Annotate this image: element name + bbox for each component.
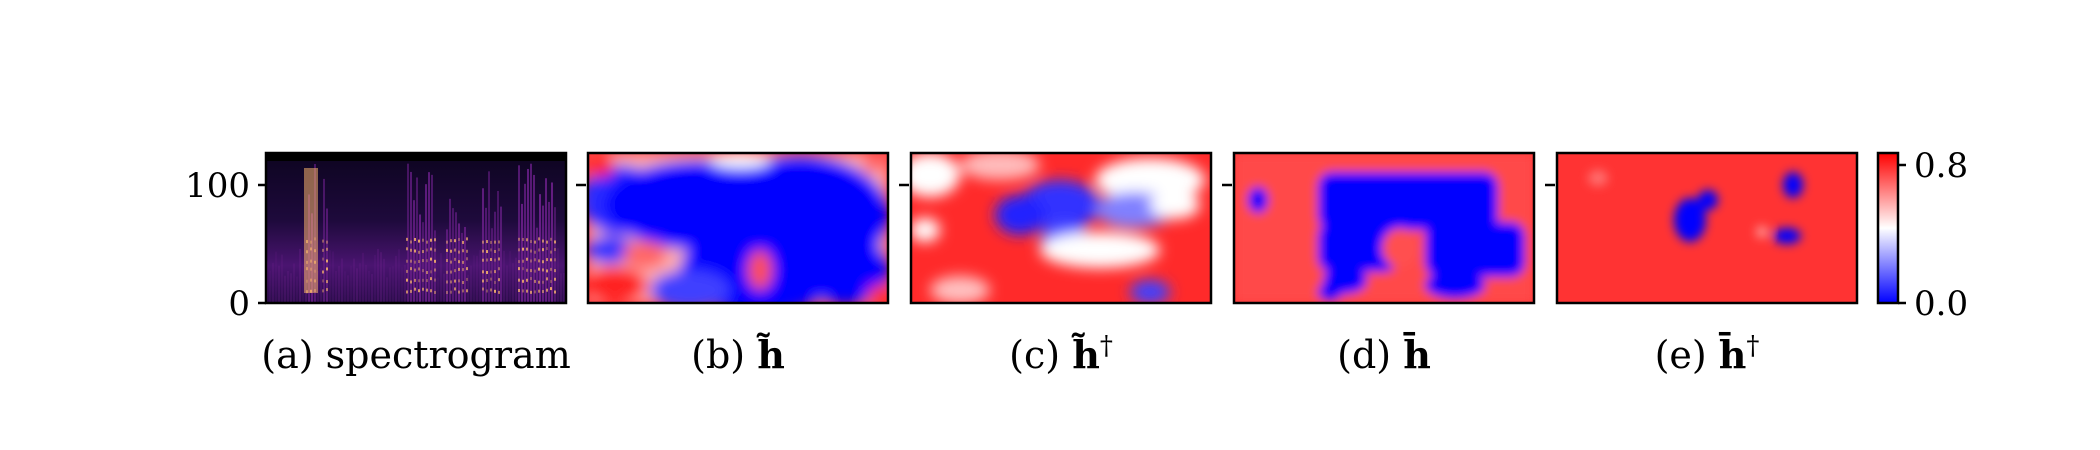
- caption-c-sup: †: [1100, 331, 1113, 361]
- colorbar-label-low: 0.0: [1914, 284, 1968, 324]
- caption-e-sup: †: [1746, 331, 1759, 361]
- panel-c-heatmap: (c) h̃†: [899, 151, 1213, 377]
- caption-e: (e) h̄†: [1655, 331, 1760, 377]
- caption-e-prefix: (e): [1655, 333, 1719, 377]
- caption-c-prefix: (c): [1009, 333, 1072, 377]
- ytick-label-100: 100: [185, 166, 250, 206]
- caption-c-symbol: h̃: [1071, 332, 1100, 377]
- panel-a-spectrogram: 100 0 (a) spectrogram: [185, 151, 571, 377]
- heatmap-e-image: [1557, 153, 1857, 303]
- caption-c: (c) h̃†: [1009, 331, 1113, 377]
- caption-a: (a) spectrogram: [261, 333, 570, 377]
- caption-e-symbol: h̄: [1718, 332, 1746, 377]
- caption-d-symbol: h̄: [1403, 332, 1431, 377]
- caption-d: (d) h̄: [1337, 332, 1431, 377]
- panel-e-heatmap: (e) h̄†: [1545, 151, 1859, 377]
- heatmap-d-image: [1234, 153, 1534, 303]
- colorbar: 0.8 0.0: [1876, 146, 1968, 324]
- panel-b-heatmap: (b) h̃: [576, 151, 890, 377]
- caption-b-symbol: h̃: [756, 332, 785, 377]
- caption-b-prefix: (b): [691, 333, 757, 377]
- spectrogram-image: [266, 153, 566, 303]
- ytick-label-0: 0: [228, 284, 250, 324]
- heatmap-b-image: [588, 153, 888, 303]
- panel-d-heatmap: (d) h̄: [1222, 151, 1536, 377]
- caption-d-prefix: (d): [1337, 333, 1403, 377]
- heatmap-c-image: [911, 153, 1211, 303]
- colorbar-gradient: [1878, 153, 1898, 303]
- caption-b: (b) h̃: [691, 332, 785, 377]
- colorbar-label-high: 0.8: [1914, 146, 1968, 186]
